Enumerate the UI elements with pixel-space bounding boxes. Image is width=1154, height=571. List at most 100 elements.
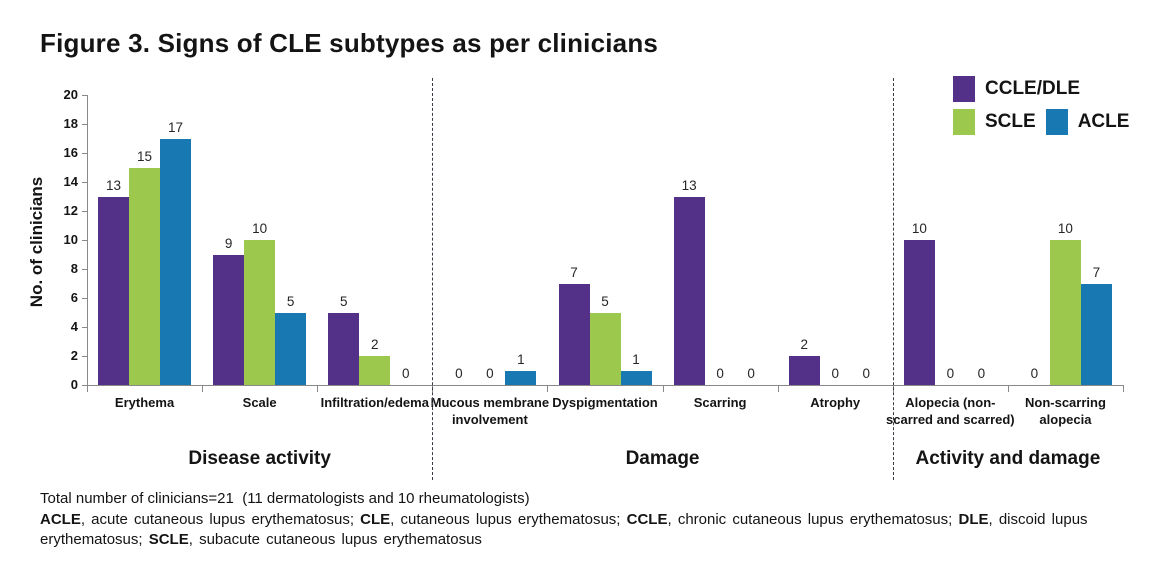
y-axis-tick (82, 298, 87, 299)
bar-value-label: 0 (486, 366, 494, 381)
bar-value-label: 10 (1057, 221, 1073, 236)
bar-value-label: 0 (831, 366, 839, 381)
y-axis-tick-label: 12 (63, 203, 78, 218)
legend-swatch-acle (1045, 109, 1068, 135)
bar-ccle-dle-4 (558, 283, 590, 385)
legend-label-ccle-dle: CCLE/DLE (985, 78, 1080, 99)
y-axis-tick (82, 124, 87, 125)
bar-value-label: 5 (340, 293, 348, 309)
bar-value-label: 5 (286, 293, 295, 309)
bar-scle-0 (129, 167, 161, 385)
abbreviation-definition: , acute cutaneous lupus erythematosus; (80, 511, 361, 528)
abbreviation-term: SCLE (148, 531, 189, 548)
y-axis-tick (82, 269, 87, 270)
bar-ccle-dle-0 (98, 196, 130, 385)
y-axis-tick-label: 14 (63, 174, 78, 189)
bar-acle-4 (620, 370, 652, 385)
category-label: Erythema (114, 395, 175, 410)
bar-value-label: 9 (224, 235, 233, 251)
x-axis-tick (547, 386, 549, 392)
category-label: Non-scarring alopecia (1024, 395, 1106, 427)
bar-value-label: 0 (716, 366, 724, 381)
bar-scle-4 (589, 312, 621, 385)
y-axis-tick (82, 356, 87, 357)
bar-value-label: 7 (570, 264, 578, 280)
y-axis-tick (82, 327, 87, 328)
category-label: Mucous membrane involvement (430, 395, 550, 427)
bar-value-label: 13 (681, 177, 697, 193)
section-separator (432, 78, 434, 480)
bar-value-label: 1 (632, 351, 640, 367)
category-label: Alopecia (non-scarred and scarred) (886, 395, 1015, 427)
bar-value-label: 0 (1030, 366, 1039, 381)
bar-value-label: 2 (371, 337, 379, 352)
category-label: Scale (242, 395, 277, 410)
bar-scle-8 (1049, 240, 1081, 385)
bar-ccle-dle-1 (213, 254, 245, 385)
y-axis-tick-label: 4 (70, 319, 78, 334)
category-label: Atrophy (810, 395, 861, 410)
bar-value-label: 0 (946, 366, 955, 381)
plot-area (87, 95, 1124, 386)
y-axis-tick-label: 2 (70, 348, 78, 363)
abbreviation-term: DLE (958, 511, 989, 528)
legend-swatch-scle (953, 109, 975, 135)
abbreviation-definition: , chronic cutaneous lupus erythematosus; (667, 511, 959, 528)
bar-scle-1 (244, 240, 276, 385)
x-axis-tick (202, 386, 204, 392)
legend-label-scle: SCLE (985, 111, 1036, 132)
bar-acle-3 (505, 370, 537, 385)
bar-ccle-dle-2 (328, 312, 360, 385)
bar-ccle-dle-6 (788, 356, 820, 385)
bar-acle-1 (275, 312, 307, 385)
bar-value-label: 10 (252, 221, 268, 236)
y-axis-tick (82, 385, 87, 386)
abbreviation-term: CLE (360, 511, 391, 528)
y-axis-tick (82, 211, 87, 212)
bar-value-label: 2 (800, 337, 808, 352)
category-label: Infiltration/edema (320, 395, 429, 410)
bar-value-label: 0 (402, 366, 410, 381)
bar-acle-0 (160, 138, 192, 385)
bar-value-label: 7 (1092, 264, 1101, 280)
bar-scle-2 (359, 356, 391, 385)
category-label: Dyspigmentation (552, 395, 658, 410)
abbreviation-definition: , discoid lupus erythematosus; (40, 511, 1088, 548)
x-axis-tick (87, 386, 88, 392)
figure-title: Figure 3. Signs of CLE subtypes as per c… (40, 28, 659, 58)
category-label: Scarring (693, 395, 747, 410)
x-axis-tick (1123, 386, 1124, 392)
bar-value-label: 15 (137, 148, 153, 164)
section-separator (892, 78, 894, 480)
bar-value-label: 5 (601, 293, 609, 309)
y-axis-tick-label: 8 (70, 261, 78, 276)
x-axis-tick (777, 386, 779, 392)
abbreviation-definition: , cutaneous lupus erythematosus; (390, 511, 627, 528)
y-axis-tick (82, 153, 87, 154)
footnote-abbreviations: ACLE, acute cutaneous lupus erythematosu… (40, 510, 1132, 550)
bar-acle-8 (1080, 283, 1112, 385)
y-axis-tick-label: 10 (63, 232, 78, 247)
bar-value-label: 17 (168, 119, 184, 135)
bar-value-label: 1 (517, 351, 525, 367)
legend-swatch-ccle-dle (953, 76, 975, 102)
x-axis-tick (317, 386, 319, 392)
legend: CCLE/DLE SCLE ACLE (953, 76, 1129, 142)
section-label: Damage (625, 448, 700, 469)
legend-label-acle: ACLE (1077, 111, 1130, 132)
section-label: Disease activity (188, 448, 331, 469)
y-axis-tick-label: 0 (70, 377, 78, 392)
y-axis-tick-label: 16 (63, 145, 78, 160)
y-axis-tick-label: 6 (70, 290, 78, 305)
legend-row-2: SCLE ACLE (953, 109, 1129, 135)
section-label: Activity and damage (915, 448, 1101, 469)
bar-ccle-dle-5 (673, 196, 705, 385)
y-axis-tick (82, 182, 87, 183)
y-axis-tick (82, 240, 87, 241)
bar-value-label: 10 (911, 221, 927, 236)
y-axis-title: No. of clinicians (27, 176, 46, 308)
abbreviation-term: CCLE (626, 511, 668, 528)
bar-value-label: 0 (455, 366, 463, 381)
x-axis-tick (662, 386, 664, 392)
